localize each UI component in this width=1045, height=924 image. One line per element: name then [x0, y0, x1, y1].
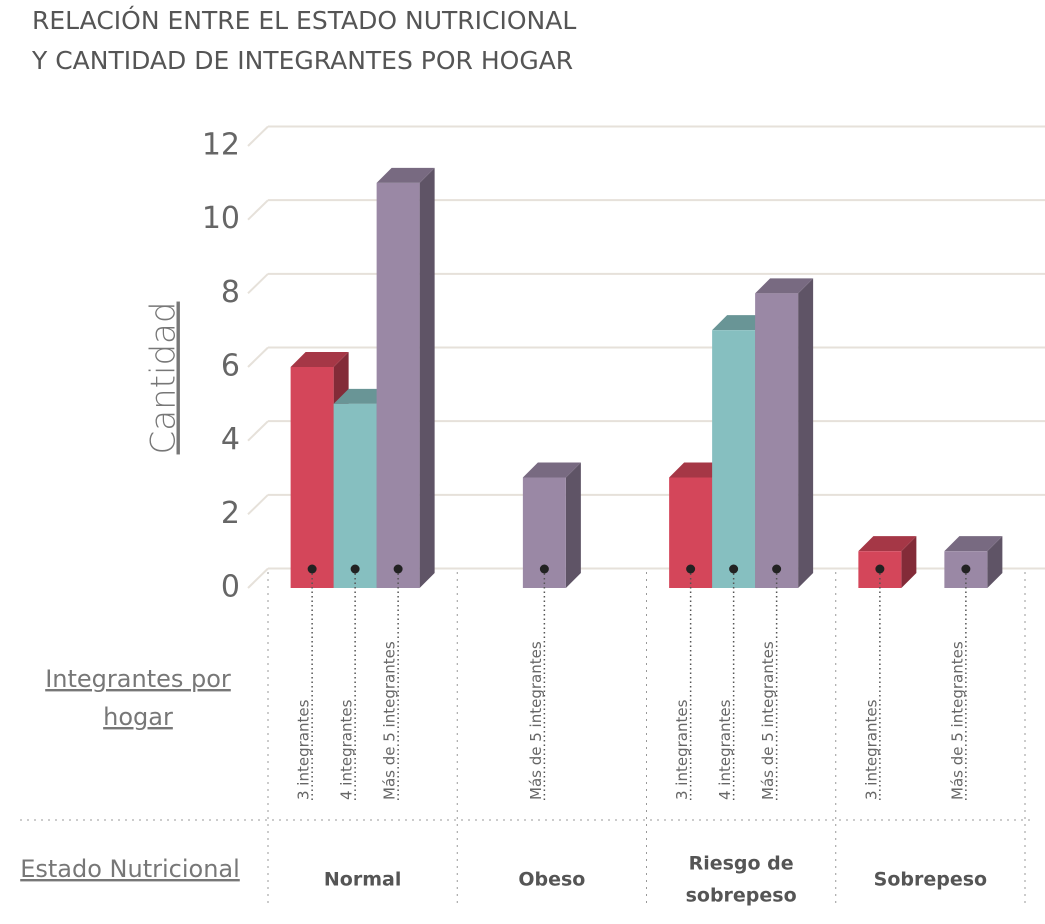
group-axis-label: Estado Nutricional: [20, 855, 240, 883]
bar-top: [944, 536, 1003, 552]
bar-label: Más de 5 integrantes: [948, 641, 966, 800]
y-axis-label: Cantidad: [144, 302, 184, 455]
bar-side: [565, 462, 581, 588]
chart-title: RELACIÓN ENTRE EL ESTADO NUTRICIONAL: [32, 5, 576, 35]
bar-label: Más de 5 integrantes: [527, 641, 545, 800]
group-label: Riesgo de: [689, 853, 794, 875]
y-tick-label: 10: [202, 201, 240, 236]
bar: [290, 367, 334, 588]
bar-top: [290, 352, 349, 367]
bar-top: [522, 462, 581, 478]
leader-dot: [539, 564, 549, 574]
x-axis-label: Integrantes por: [45, 665, 231, 693]
leader-dot: [961, 564, 971, 574]
bar-label: 4 integrantes: [716, 699, 734, 800]
bar-label: Más de 5 integrantes: [759, 641, 777, 800]
group-label: Sobrepeso: [874, 869, 987, 891]
bar: [712, 330, 756, 588]
bar: [333, 403, 377, 588]
bar-label: 4 integrantes: [338, 699, 356, 800]
leader-dot: [686, 564, 696, 574]
grid-line: [247, 346, 269, 368]
grid-line: [247, 494, 269, 516]
y-tick-label: 12: [202, 128, 240, 163]
grid-line: [247, 125, 269, 147]
grid-line: [247, 199, 269, 221]
bar-top: [755, 278, 814, 294]
y-tick-label: 0: [221, 570, 240, 605]
group-label: sobrepeso: [686, 885, 797, 907]
bar-label: 3 integrantes: [673, 699, 691, 800]
leader-dot: [875, 564, 885, 574]
leader-dot: [350, 564, 360, 574]
leader-dot: [729, 564, 739, 574]
leader-dot: [393, 564, 403, 574]
bar-side: [798, 278, 814, 588]
y-tick-label: 4: [221, 422, 240, 457]
group-label: Obeso: [518, 869, 585, 891]
bar-label: Más de 5 integrantes: [381, 641, 399, 800]
grid-line: [247, 567, 269, 589]
grid-line: [247, 273, 269, 295]
bar-label: 3 integrantes: [295, 699, 313, 800]
leader-dot: [772, 564, 782, 574]
bar-top: [376, 167, 435, 183]
bar-label: 3 integrantes: [862, 699, 880, 800]
bar: [755, 293, 799, 588]
y-tick-label: 6: [221, 349, 240, 384]
chart-title: Y CANTIDAD DE INTEGRANTES POR HOGAR: [31, 46, 573, 75]
bar-top: [858, 536, 917, 552]
bar-side: [901, 536, 917, 588]
bar-side: [987, 536, 1003, 588]
grid-line: [247, 420, 269, 442]
bar: [376, 182, 420, 589]
y-tick-label: 8: [221, 275, 240, 310]
group-label: Normal: [324, 869, 401, 891]
leader-dot: [307, 564, 317, 574]
bar-side: [419, 167, 435, 589]
y-tick-label: 2: [221, 496, 240, 531]
x-axis-label: hogar: [103, 703, 173, 731]
